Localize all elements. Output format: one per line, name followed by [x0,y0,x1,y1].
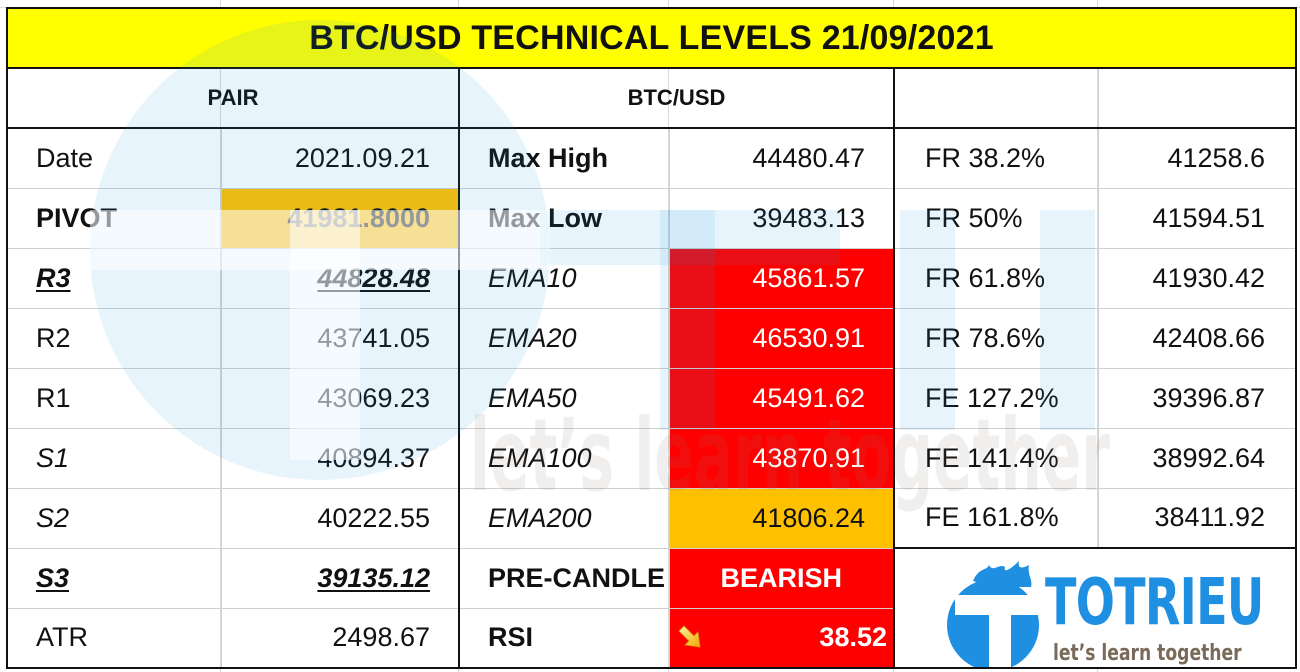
pivot-value-date: 2021.09.21 [220,127,460,189]
indicator-value-ema50: 45491.62 [668,367,895,429]
indicator-label-pre-candle: PRE-CANDLE [458,547,670,609]
arrow-down-right-icon [677,624,700,647]
logo-brand-text: TOTRIEU [1045,566,1264,640]
indicator-value-ema100: 43870.91 [668,427,895,489]
table-row: R1 43069.23 EMA50 45491.62 FE 127.2% 393… [6,367,1298,429]
technical-levels-sheet: BTC/USD TECHNICAL LEVELS 21/09/2021 PAIR… [5,7,1298,669]
pivot-label-pivot: PIVOT [6,187,222,249]
pivot-value-s1: 40894.37 [220,427,460,489]
pair-value-header: BTC/USD [458,67,895,129]
pivot-value-pivot: 41981.8000 [220,187,460,249]
rsi-value-text: 38.52 [819,622,887,653]
fib-value-fr50: 41594.51 [1097,187,1298,249]
empty-header-cell [893,67,1099,129]
fib-value-fr382: 41258.6 [1097,127,1298,189]
title-row: BTC/USD TECHNICAL LEVELS 21/09/2021 [5,7,1298,69]
r3-value-text: 44828.48 [317,262,430,293]
pivot-label-r3: R3 [6,247,222,309]
technical-levels-table: BTC/USD TECHNICAL LEVELS 21/09/2021 PAIR… [5,7,1298,669]
indicator-label-ema20: EMA20 [458,307,670,369]
fib-value-fe1414: 38992.64 [1097,427,1298,489]
indicator-label-ema200: EMA200 [458,487,670,549]
indicator-value-max-high: 44480.47 [668,127,895,189]
table-row: R3 44828.48 EMA10 45861.57 FR 61.8% 4193… [6,247,1298,309]
empty-header-cell [1097,67,1298,129]
indicator-label-rsi: RSI [458,607,670,669]
pivot-value-r2: 43741.05 [220,307,460,369]
fib-label-fe1414: FE 141.4% [893,427,1099,489]
pivot-value-s3: 39135.12 [220,547,460,609]
indicator-label-max-low: Max Low [458,187,670,249]
table-row: PIVOT 41981.8000 Max Low 39483.13 FR 50%… [6,187,1298,249]
pivot-label-s1: S1 [6,427,222,489]
fib-value-fe1272: 39396.87 [1097,367,1298,429]
indicator-value-ema20: 46530.91 [668,307,895,369]
table-row: Date 2021.09.21 Max High 44480.47 FR 38.… [6,127,1298,189]
indicator-value-ema200: 41806.24 [668,487,895,549]
totrieu-logo: TOTRIEU let’s learn together [933,557,1264,666]
fib-value-fe1618: 38411.92 [1097,487,1298,549]
fib-label-fe1272: FE 127.2% [893,367,1099,429]
page-title: BTC/USD TECHNICAL LEVELS 21/09/2021 [5,7,1298,69]
pivot-label-s3: S3 [6,547,222,609]
table-row: S2 40222.55 EMA200 41806.24 FE 161.8% 38… [6,487,1298,549]
table-row: ATR 2498.67 RSI 38.52 [6,607,1296,669]
indicator-label-max-high: Max High [458,127,670,189]
pre-candle-status-badge: BEARISH [668,547,895,609]
header-row: PAIR BTC/USD [6,67,1298,129]
fib-value-fr618: 41930.42 [1097,247,1298,309]
table-row: R2 43741.05 EMA20 46530.91 FR 78.6% 4240… [6,307,1298,369]
logo-cell: TOTRIEU let’s learn together [892,547,1298,669]
fib-label-fr382: FR 38.2% [893,127,1099,189]
table-row: S3 39135.12 PRE-CANDLE BEARISH TOTRIEU [6,547,1298,669]
indicator-value-ema10: 45861.57 [668,247,895,309]
pivot-label-atr: ATR [6,607,222,669]
logo-tagline: let’s learn together [1053,641,1242,666]
indicator-value-max-low: 39483.13 [668,187,895,249]
pivot-value-r3: 44828.48 [220,247,460,309]
indicator-label-ema10: EMA10 [458,247,670,309]
pair-header: PAIR [6,67,460,129]
pivot-value-r1: 43069.23 [220,367,460,429]
indicator-label-ema50: EMA50 [458,367,670,429]
flame-t-logo-icon [947,561,1047,666]
s3-value-text: 39135.12 [317,562,430,593]
pivot-value-atr: 2498.67 [220,607,460,669]
pivot-label-r1: R1 [6,367,222,429]
fib-label-fr618: FR 61.8% [893,247,1099,309]
r3-label-text: R3 [36,262,71,293]
pivot-label-r2: R2 [6,307,222,369]
fib-label-fr786: FR 78.6% [893,307,1099,369]
fib-value-fr786: 42408.66 [1097,307,1298,369]
indicator-label-ema100: EMA100 [458,427,670,489]
fib-label-fr50: FR 50% [893,187,1099,249]
indicator-value-rsi: 38.52 [668,607,895,669]
table-row: S1 40894.37 EMA100 43870.91 FE 141.4% 38… [6,427,1298,489]
pivot-value-s2: 40222.55 [220,487,460,549]
fib-label-fe1618: FE 161.8% [893,487,1099,549]
pivot-label-s2: S2 [6,487,222,549]
s3-label-text: S3 [36,562,70,593]
pivot-label-date: Date [6,127,222,189]
